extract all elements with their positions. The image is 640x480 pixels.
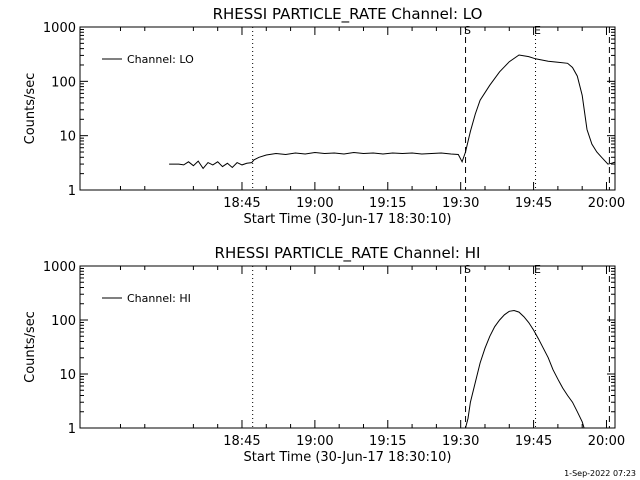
x-tick-label: 19:30: [442, 434, 479, 449]
plot-frame: [79, 26, 616, 191]
y-tick-label: 1: [68, 184, 76, 199]
y-tick-label: 10: [59, 368, 76, 383]
x-tick-label: 20:00: [588, 434, 625, 449]
footer-timestamp: 1-Sep-2022 07:23: [564, 469, 636, 478]
x-axis-label: Start Time (30-Jun-17 18:30:10): [244, 450, 452, 465]
x-tick-label: 19:30: [442, 196, 479, 211]
event-marker-label: S: [464, 24, 471, 37]
event-marker-label: E: [534, 24, 541, 37]
series-line: [465, 309, 585, 428]
y-tick-label: 10: [59, 130, 76, 145]
x-tick-label: 19:15: [369, 196, 406, 211]
series-line: [169, 54, 615, 170]
y-tick-label: 1000: [43, 21, 76, 36]
panel-channel-lo: RHESSI PARTICLE_RATE Channel: LO 18:45 19:…: [23, 5, 625, 227]
panel-channel-hi: RHESSI PARTICLE_RATE Channel: HI 18:45 19:…: [23, 244, 625, 465]
y-tick-label: 1000: [43, 260, 76, 275]
x-tick-label: 18:45: [223, 196, 260, 211]
x-tick-label: 19:45: [515, 434, 552, 449]
x-tick-label: 19:00: [296, 434, 333, 449]
x-tick-label: 19:45: [515, 196, 552, 211]
x-tick-label: 19:15: [369, 434, 406, 449]
plot-frame: [79, 265, 616, 429]
x-tick-label: 20:00: [588, 196, 625, 211]
event-marker-label: S: [464, 263, 471, 276]
legend-entry: Channel: HI: [127, 292, 191, 305]
x-tick-label: 19:00: [296, 196, 333, 211]
chart-title: RHESSI PARTICLE_RATE Channel: HI: [215, 244, 481, 263]
x-tick-label: 18:45: [223, 434, 260, 449]
legend-entry: Channel: LO: [127, 53, 194, 66]
y-tick-label: 100: [51, 75, 76, 90]
y-tick-label: 100: [51, 314, 76, 329]
chart-title: RHESSI PARTICLE_RATE Channel: LO: [213, 5, 483, 24]
y-axis-label: Counts/sec: [23, 311, 38, 383]
y-axis-label: Counts/sec: [23, 73, 38, 145]
x-axis-label: Start Time (30-Jun-17 18:30:10): [244, 212, 452, 227]
y-tick-label: 1: [68, 422, 76, 437]
event-marker-label: E: [534, 263, 541, 276]
